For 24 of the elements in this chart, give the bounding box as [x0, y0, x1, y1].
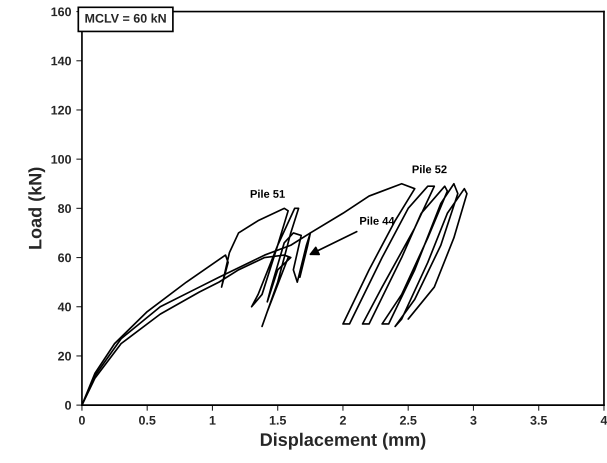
series-label: Pile 52 [412, 165, 447, 174]
x-tick-label: 3.5 [530, 416, 548, 425]
x-tick-label: 1.5 [270, 416, 286, 425]
x-tick-label: 3 [470, 416, 476, 425]
y-tick-label: 100 [51, 154, 72, 164]
x-tick-label: 2 [340, 416, 346, 425]
x-tick-label: 4 [600, 416, 607, 425]
x-tick-label: 0.5 [139, 416, 156, 425]
y-tick-label: 20 [58, 352, 72, 361]
y-tick-label: 140 [51, 56, 72, 66]
x-tick-label: 0 [78, 416, 85, 425]
text: Pile 44 [360, 216, 395, 225]
y-tick-label: 40 [58, 302, 72, 312]
y-tick-label: 0 [65, 400, 72, 410]
y-tick-label: 160 [51, 7, 72, 16]
y-axis-title: Load (kN) [28, 168, 46, 249]
x-tick-label: 1 [210, 416, 216, 425]
y-tick-label: 60 [58, 253, 72, 262]
series-label: Pile 51 [250, 190, 285, 198]
x-axis-title: Displacement (mm) [260, 432, 426, 450]
annotation: MCLV = 60 kN [85, 14, 166, 23]
x-tick-label: 2.5 [400, 416, 417, 425]
y-tick-label: 80 [58, 204, 72, 213]
y-tick-label: 120 [51, 106, 72, 115]
